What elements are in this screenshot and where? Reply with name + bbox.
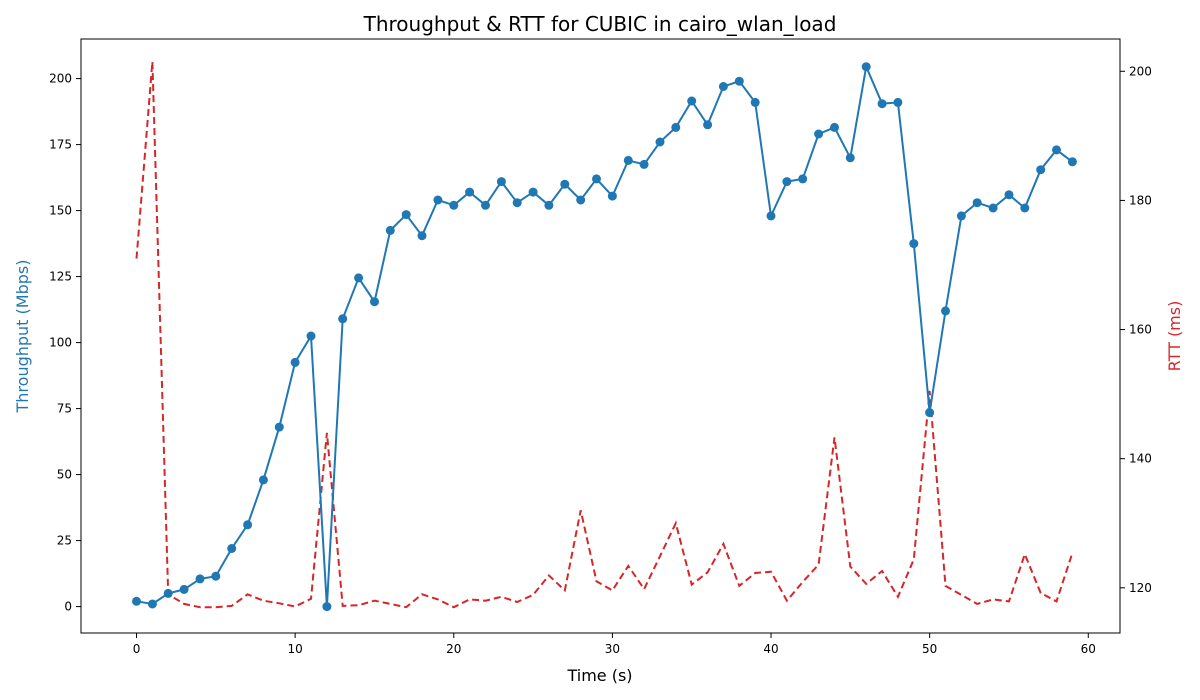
throughput-point bbox=[449, 200, 459, 210]
throughput-point bbox=[179, 584, 189, 594]
x-tick-label: 50 bbox=[922, 642, 937, 656]
left-y-tick-label: 125 bbox=[49, 270, 72, 284]
x-axis-ticks: 0 10 20 30 40 50 60 bbox=[133, 633, 1096, 656]
right-y-tick-label: 120 bbox=[1129, 581, 1152, 595]
throughput-point bbox=[671, 122, 681, 132]
left-y-tick-label: 50 bbox=[57, 468, 72, 482]
throughput-point bbox=[465, 187, 475, 197]
throughput-point bbox=[481, 200, 490, 210]
throughput-point bbox=[766, 211, 776, 221]
throughput-point bbox=[1020, 203, 1030, 213]
throughput-point bbox=[909, 239, 919, 249]
right-y-tick-label: 140 bbox=[1129, 452, 1152, 466]
throughput-point bbox=[750, 97, 760, 107]
x-tick-label: 40 bbox=[763, 642, 778, 656]
throughput-point bbox=[718, 82, 728, 91]
left-y-tick-label: 175 bbox=[49, 138, 72, 152]
throughput-point bbox=[544, 200, 554, 210]
throughput-point bbox=[306, 331, 316, 341]
throughput-point bbox=[512, 198, 522, 208]
left-y-axis-title: Throughput (Mbps) bbox=[13, 260, 32, 414]
throughput-point bbox=[845, 153, 855, 163]
left-y-tick-label: 200 bbox=[49, 72, 72, 86]
throughput-point bbox=[734, 76, 744, 86]
throughput-point bbox=[956, 211, 966, 221]
throughput-point bbox=[798, 174, 808, 184]
left-y-tick-label: 75 bbox=[57, 402, 72, 416]
throughput-point bbox=[623, 155, 633, 165]
throughput-point bbox=[338, 314, 348, 324]
throughput-point bbox=[1036, 165, 1046, 175]
throughput-point bbox=[528, 187, 538, 197]
throughput-point bbox=[1004, 190, 1014, 200]
throughput-point bbox=[988, 203, 998, 213]
throughput-point bbox=[385, 225, 395, 235]
throughput-point bbox=[1067, 157, 1077, 167]
throughput-point bbox=[655, 137, 665, 147]
left-y-tick-label: 150 bbox=[49, 204, 72, 218]
left-y-axis-ticks: 0 25 50 75 100 125 150 175 200 bbox=[49, 72, 81, 614]
right-y-axis-title: RTT (ms) bbox=[1165, 301, 1184, 372]
throughput-point bbox=[592, 174, 601, 184]
throughput-point bbox=[258, 475, 268, 485]
throughput-point bbox=[687, 96, 697, 106]
throughput-point bbox=[861, 62, 871, 72]
x-tick-label: 60 bbox=[1081, 642, 1096, 656]
right-y-axis-ticks: 120 140 160 180 200 bbox=[1120, 64, 1152, 595]
x-axis-title: Time (s) bbox=[566, 666, 632, 685]
series-layer bbox=[132, 61, 1077, 612]
x-tick-label: 10 bbox=[288, 642, 303, 656]
throughput-point bbox=[211, 571, 221, 581]
left-y-tick-label: 100 bbox=[49, 336, 72, 350]
rtt-series-line bbox=[135, 61, 1074, 609]
throughput-point bbox=[972, 198, 982, 208]
x-tick-label: 20 bbox=[446, 642, 461, 656]
x-tick-label: 0 bbox=[133, 642, 141, 656]
right-y-tick-label: 160 bbox=[1129, 323, 1152, 337]
throughput-point bbox=[370, 297, 379, 307]
throughput-point bbox=[496, 177, 506, 187]
throughput-point bbox=[195, 574, 205, 584]
x-tick-label: 30 bbox=[605, 642, 620, 656]
throughput-point bbox=[560, 179, 570, 189]
throughput-point bbox=[417, 231, 427, 241]
throughput-series-line bbox=[136, 63, 1073, 607]
throughput-point bbox=[607, 191, 617, 201]
throughput-point bbox=[830, 122, 839, 132]
throughput-point bbox=[290, 357, 300, 367]
throughput-point bbox=[703, 120, 713, 130]
throughput-point bbox=[274, 422, 284, 432]
plot-frame bbox=[80, 38, 1121, 634]
throughput-point bbox=[814, 129, 824, 139]
throughput-point bbox=[639, 159, 649, 169]
throughput-point bbox=[877, 99, 887, 109]
throughput-point bbox=[163, 588, 173, 598]
plot-area bbox=[80, 38, 1121, 634]
throughput-point bbox=[1052, 145, 1061, 155]
chart-title: Throughput & RTT for CUBIC in cairo_wlan… bbox=[363, 12, 837, 36]
throughput-point bbox=[354, 273, 364, 283]
throughput-point bbox=[322, 602, 332, 612]
left-y-tick-label: 0 bbox=[64, 600, 72, 614]
throughput-point bbox=[132, 596, 141, 606]
throughput-point bbox=[576, 195, 586, 205]
throughput-point bbox=[941, 306, 950, 316]
throughput-point bbox=[401, 210, 411, 220]
throughput-point bbox=[147, 599, 157, 609]
throughput-point bbox=[893, 97, 903, 107]
throughput-point bbox=[243, 520, 253, 530]
throughput-point bbox=[433, 195, 443, 205]
throughput-point bbox=[227, 544, 237, 553]
throughput-point bbox=[782, 177, 792, 187]
right-y-tick-label: 200 bbox=[1129, 64, 1152, 78]
right-y-tick-label: 180 bbox=[1129, 193, 1152, 207]
throughput-point bbox=[925, 408, 935, 418]
left-y-tick-label: 25 bbox=[57, 534, 72, 548]
